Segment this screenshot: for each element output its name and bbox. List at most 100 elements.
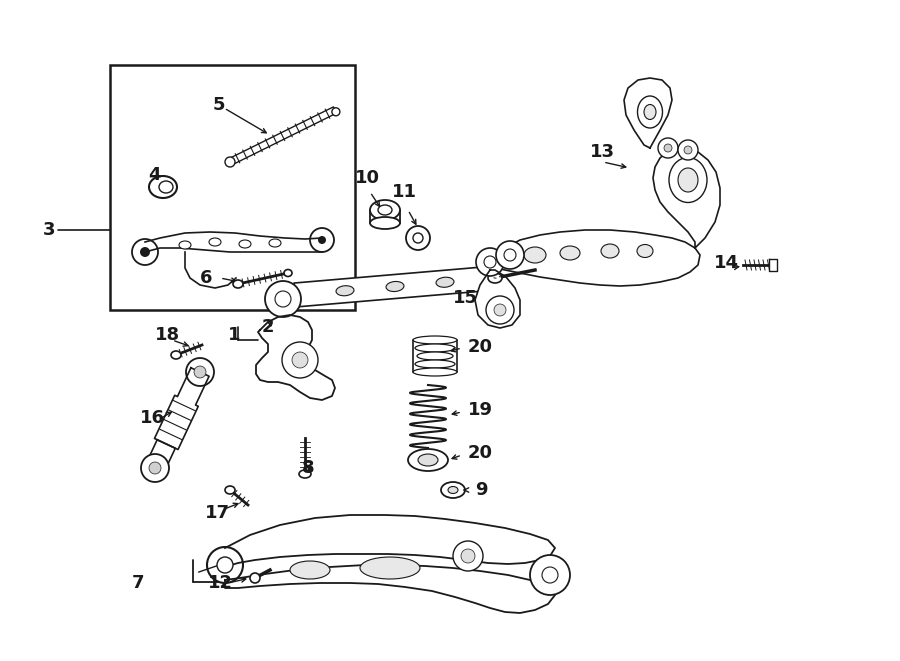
- Ellipse shape: [413, 336, 457, 344]
- Ellipse shape: [239, 240, 251, 248]
- Ellipse shape: [225, 486, 235, 494]
- Circle shape: [310, 228, 334, 252]
- Text: 19: 19: [468, 401, 493, 419]
- Text: 6: 6: [200, 269, 212, 287]
- Circle shape: [664, 144, 672, 152]
- Circle shape: [265, 281, 301, 317]
- Ellipse shape: [524, 247, 546, 263]
- Ellipse shape: [179, 241, 191, 249]
- Polygon shape: [490, 230, 700, 286]
- Ellipse shape: [637, 96, 662, 128]
- Circle shape: [250, 573, 260, 583]
- Ellipse shape: [290, 561, 330, 579]
- Ellipse shape: [560, 246, 580, 260]
- Ellipse shape: [415, 344, 455, 352]
- Text: 4: 4: [148, 166, 160, 184]
- Ellipse shape: [448, 486, 458, 494]
- Ellipse shape: [149, 176, 177, 198]
- Circle shape: [186, 358, 214, 386]
- Circle shape: [318, 236, 326, 244]
- Polygon shape: [294, 266, 496, 307]
- Polygon shape: [769, 259, 777, 271]
- Ellipse shape: [601, 244, 619, 258]
- Polygon shape: [145, 232, 322, 252]
- Circle shape: [132, 239, 158, 265]
- Bar: [110, 65, 355, 310]
- Polygon shape: [155, 368, 209, 449]
- Ellipse shape: [441, 482, 465, 498]
- Text: 2: 2: [262, 318, 274, 336]
- Ellipse shape: [209, 238, 221, 246]
- Ellipse shape: [233, 280, 243, 288]
- Ellipse shape: [299, 470, 311, 478]
- Text: 13: 13: [590, 143, 615, 161]
- Circle shape: [542, 567, 558, 583]
- Text: 10: 10: [355, 169, 380, 187]
- Text: 7: 7: [132, 574, 145, 592]
- Text: 20: 20: [468, 444, 493, 462]
- Ellipse shape: [336, 286, 354, 295]
- Polygon shape: [624, 78, 672, 148]
- Text: 8: 8: [302, 459, 315, 477]
- Text: 9: 9: [475, 481, 488, 499]
- Circle shape: [678, 140, 698, 160]
- Circle shape: [141, 454, 169, 482]
- Text: 1: 1: [228, 326, 240, 344]
- Ellipse shape: [406, 226, 430, 250]
- Circle shape: [332, 108, 340, 116]
- Circle shape: [504, 249, 516, 261]
- Polygon shape: [653, 148, 720, 248]
- Text: 17: 17: [205, 504, 230, 522]
- Circle shape: [530, 555, 570, 595]
- Text: 18: 18: [155, 326, 180, 344]
- Polygon shape: [256, 315, 335, 400]
- Ellipse shape: [415, 360, 455, 368]
- Circle shape: [658, 138, 678, 158]
- Ellipse shape: [418, 454, 438, 466]
- Text: 15: 15: [453, 289, 478, 307]
- Ellipse shape: [413, 233, 423, 243]
- Text: 14: 14: [714, 254, 739, 272]
- Polygon shape: [475, 270, 520, 328]
- Circle shape: [684, 146, 692, 154]
- Circle shape: [282, 342, 318, 378]
- Circle shape: [292, 352, 308, 368]
- Ellipse shape: [637, 245, 653, 258]
- Ellipse shape: [269, 239, 281, 247]
- Circle shape: [149, 462, 161, 474]
- Ellipse shape: [644, 104, 656, 120]
- Circle shape: [207, 547, 243, 583]
- Ellipse shape: [159, 181, 173, 193]
- Text: 16: 16: [140, 409, 165, 427]
- Circle shape: [217, 557, 233, 573]
- Ellipse shape: [488, 273, 502, 283]
- Circle shape: [484, 256, 496, 268]
- Ellipse shape: [370, 217, 400, 229]
- Circle shape: [476, 248, 504, 276]
- Circle shape: [194, 366, 206, 378]
- Ellipse shape: [669, 157, 707, 202]
- Circle shape: [140, 247, 150, 257]
- Polygon shape: [225, 515, 555, 613]
- Circle shape: [225, 157, 235, 167]
- Ellipse shape: [370, 200, 400, 220]
- Polygon shape: [146, 440, 176, 472]
- Ellipse shape: [436, 277, 454, 288]
- Ellipse shape: [171, 351, 181, 359]
- Ellipse shape: [386, 282, 404, 292]
- Text: 5: 5: [213, 96, 226, 114]
- Text: 11: 11: [392, 183, 417, 201]
- Ellipse shape: [417, 352, 453, 360]
- Ellipse shape: [360, 557, 420, 579]
- Polygon shape: [229, 107, 337, 165]
- Ellipse shape: [413, 368, 457, 376]
- Ellipse shape: [284, 270, 292, 276]
- Circle shape: [453, 541, 483, 571]
- Circle shape: [494, 304, 506, 316]
- Circle shape: [496, 241, 524, 269]
- Ellipse shape: [408, 449, 448, 471]
- Circle shape: [461, 549, 475, 563]
- Text: 12: 12: [208, 574, 233, 592]
- Ellipse shape: [378, 205, 392, 215]
- Ellipse shape: [678, 168, 698, 192]
